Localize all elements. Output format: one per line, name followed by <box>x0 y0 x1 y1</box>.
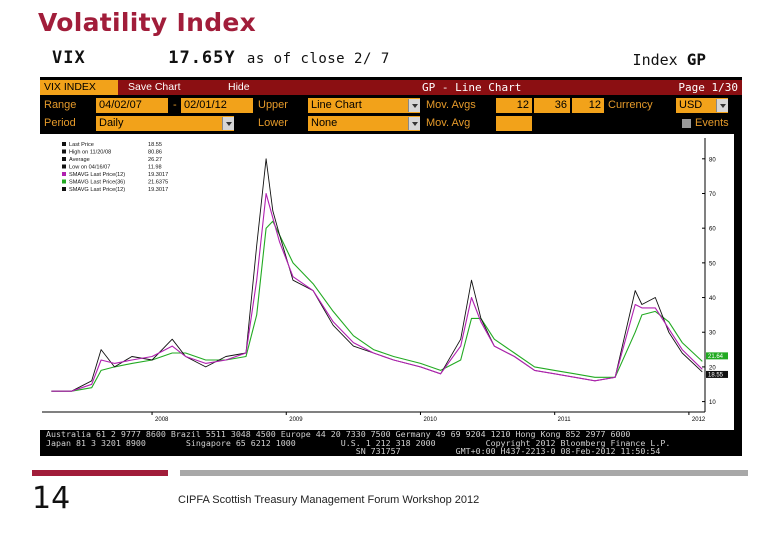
index-code: GP <box>686 50 706 69</box>
y-tick-label: 60 <box>709 227 716 233</box>
ticker-price: 17.65Y <box>168 48 236 68</box>
mov-avg-label: Mov. Avg <box>426 117 471 129</box>
legend-label: SMAVG Last Price(36) <box>69 180 125 186</box>
currency-select[interactable]: USD <box>676 98 728 113</box>
chart-type-title: GP - Line Chart <box>422 81 522 94</box>
index-label: Index <box>632 51 678 69</box>
legend-label: Last Price <box>69 142 94 148</box>
last-value-label: 18.55 <box>708 372 724 378</box>
lower-select[interactable]: None <box>308 116 420 131</box>
ticker-symbol: VIX <box>52 48 86 68</box>
footer-line-3: SN 731757 GMT+0:00 H437-2213-0 08-Feb-20… <box>46 446 661 456</box>
y-tick-label: 10 <box>709 400 716 406</box>
legend-label: SMAVG Last Price(12) <box>69 172 125 178</box>
y-tick-label: 70 <box>709 192 716 198</box>
y-tick-label: 30 <box>709 331 716 337</box>
legend-swatch <box>62 164 66 169</box>
index-gp: Index GP <box>633 50 706 69</box>
footer-line-1: Australia 61 2 9777 8600 Brazil 5511 304… <box>46 429 631 439</box>
series-line-1 <box>51 192 703 392</box>
chart-series: 21.64 18.55 <box>51 158 728 392</box>
upper-select-value: Line Chart <box>311 99 362 111</box>
chart-legend: Last Price 18.55 High on 11/20/08 80.86 Aver… <box>62 142 168 193</box>
tab-bar: VIX INDEX Save Chart Hide GP - Line Char… <box>40 80 742 95</box>
chart-background <box>40 134 734 430</box>
y-tick-label: 50 <box>709 261 716 267</box>
bloomberg-terminal: VIX 17.65Y as of close 2/ 7 Index GP VIX… <box>40 44 742 456</box>
footer-accent-bar <box>32 470 168 476</box>
legend-swatch <box>62 157 66 161</box>
hide-button[interactable]: Hide <box>228 81 250 93</box>
legend-value: 19.3017 <box>148 187 168 193</box>
chart-right-edge <box>734 132 742 430</box>
ticker-bar: VIX 17.65Y as of close 2/ 7 Index GP <box>40 44 742 77</box>
bloomberg-footer: Australia 61 2 9777 8600 Brazil 5511 304… <box>40 430 742 456</box>
range-label: Range <box>44 99 77 111</box>
mov-avgs-label: Mov. Avgs <box>426 99 476 111</box>
legend-label: Average <box>69 157 90 163</box>
range-end-input[interactable]: 02/01/12 <box>181 98 253 113</box>
currency-select-value: USD <box>679 99 703 111</box>
range-start-input[interactable]: 04/02/07 <box>96 98 168 113</box>
x-tick-label: 2010 <box>423 417 437 423</box>
mov-avg-1-input[interactable]: 12 <box>496 98 532 113</box>
legend-swatch <box>62 179 66 184</box>
chart-axes: 1020304050607080200720082009201020112012 <box>42 138 716 423</box>
slide-title: Volatility Index <box>38 8 257 37</box>
ticker-as-of: as of close 2/ 7 <box>246 51 390 67</box>
y-tick-label: 20 <box>709 365 716 371</box>
currency-label: Currency <box>608 99 653 111</box>
chevron-down-icon <box>716 99 728 112</box>
events-label: Events <box>695 117 729 129</box>
legend-label: High on 11/20/08 <box>69 150 111 156</box>
last-value-tag <box>706 370 728 378</box>
period-select[interactable]: Daily <box>96 116 234 131</box>
x-tick-label: 2008 <box>155 417 169 423</box>
checkbox-icon <box>682 119 691 128</box>
last-value-label: 21.64 <box>708 354 724 360</box>
last-value-tag <box>706 352 728 360</box>
y-tick-label: 80 <box>709 157 716 163</box>
chevron-down-icon <box>408 117 420 130</box>
page-indicator[interactable]: Page 1/30 <box>678 81 738 94</box>
x-tick-label: 2012 <box>692 417 706 423</box>
legend-value: 80.86 <box>148 150 162 156</box>
range-separator: - <box>173 99 177 111</box>
legend-label: Low on 04/16/07 <box>69 165 110 171</box>
ticker-line: VIX 17.65Y as of close 2/ 7 <box>52 48 390 68</box>
upper-select[interactable]: Line Chart <box>308 98 420 113</box>
footer-line-2: Japan 81 3 3201 8900 Singapore 65 6212 1… <box>46 437 671 448</box>
chevron-down-icon <box>222 117 234 130</box>
events-toggle[interactable]: Events <box>682 116 742 131</box>
legend-swatch <box>62 142 66 146</box>
tab-vix-index[interactable]: VIX INDEX <box>40 80 118 95</box>
x-tick-label: 2011 <box>558 417 572 423</box>
lower-label: Lower <box>258 117 288 129</box>
legend-value: 26.27 <box>148 157 162 163</box>
legend-swatch <box>62 149 66 154</box>
legend-value: 11.98 <box>148 165 162 171</box>
slide-number: 14 <box>32 481 71 516</box>
legend-value: 21.6375 <box>148 180 168 186</box>
legend-label: SMAVG Last Price(12) <box>69 187 125 193</box>
period-label: Period <box>44 117 76 129</box>
mov-avg-input[interactable] <box>496 116 532 131</box>
mov-avg-2-input[interactable]: 36 <box>534 98 570 113</box>
slide-footer-text: CIPFA Scottish Treasury Management Forum… <box>178 494 480 506</box>
legend-swatch <box>62 187 66 191</box>
period-select-value: Daily <box>99 117 124 129</box>
save-chart-button[interactable]: Save Chart <box>128 81 181 93</box>
footer-divider-bar <box>180 470 748 476</box>
mov-avg-3-input[interactable]: 12 <box>572 98 604 113</box>
series-line-2 <box>51 220 703 392</box>
legend-value: 18.55 <box>148 142 162 148</box>
lower-select-value: None <box>311 117 338 129</box>
y-tick-label: 40 <box>709 296 716 302</box>
vix-line-chart: 1020304050607080200720082009201020112012… <box>40 134 734 430</box>
x-tick-label: 2009 <box>289 417 303 423</box>
chevron-down-icon <box>408 99 420 112</box>
legend-value: 19.3017 <box>148 172 168 178</box>
legend-swatch <box>62 172 66 176</box>
upper-label: Upper <box>258 99 288 111</box>
